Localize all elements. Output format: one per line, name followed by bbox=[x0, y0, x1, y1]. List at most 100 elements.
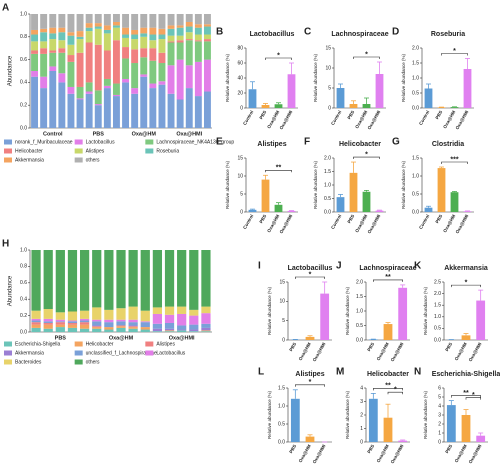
bar-segment bbox=[176, 40, 184, 43]
bar-segment bbox=[203, 14, 211, 25]
bar-segment bbox=[131, 29, 139, 35]
bar-segment bbox=[76, 36, 84, 40]
legend-label: Alistipes bbox=[86, 148, 105, 154]
y-tick-label: 2.0 bbox=[324, 155, 331, 161]
y-tick-label: 2 bbox=[438, 421, 441, 427]
x-tick-label: Control bbox=[418, 214, 430, 230]
bar-segment bbox=[112, 21, 120, 26]
bar-segment bbox=[85, 23, 93, 28]
bar-segment bbox=[94, 23, 102, 27]
sig-label: ** bbox=[385, 274, 391, 281]
bar-segment bbox=[116, 321, 126, 326]
y-tick-label: 1.0 bbox=[412, 173, 419, 179]
y-tick-label: 0.0 bbox=[324, 209, 331, 215]
bar-segment bbox=[176, 14, 184, 26]
panel-label: M bbox=[336, 367, 344, 378]
chart-title: Helicobacter bbox=[367, 371, 409, 378]
bar-segment bbox=[189, 315, 199, 325]
y-tick-label: 1.0 bbox=[324, 182, 331, 188]
bar-segment bbox=[176, 42, 184, 60]
bar-segment bbox=[67, 44, 75, 56]
bar-segment bbox=[49, 33, 57, 40]
bar-segment bbox=[128, 327, 138, 329]
sig-bracket bbox=[295, 384, 325, 387]
x-tick-label: Oxa@HM bbox=[132, 131, 157, 137]
bar bbox=[461, 415, 471, 442]
bar-segment bbox=[176, 35, 184, 41]
bar-segment bbox=[201, 330, 211, 332]
chart-title: Lachnospiraceae bbox=[359, 265, 416, 272]
bar-segment bbox=[92, 325, 102, 327]
sig-label: * bbox=[365, 151, 368, 158]
bar-segment bbox=[112, 14, 120, 22]
legend-label: Helicobacter bbox=[86, 341, 114, 347]
panel-label: I bbox=[258, 261, 261, 272]
bar-segment bbox=[55, 327, 65, 332]
sig-label: * bbox=[453, 48, 456, 55]
bar-segment bbox=[185, 88, 193, 128]
x-tick-label: PBS bbox=[288, 444, 297, 455]
bar-segment bbox=[116, 319, 126, 322]
legend-label: norank_f_Muribaculaceae bbox=[15, 139, 73, 145]
bar-segment bbox=[67, 324, 78, 328]
bar-segment bbox=[194, 61, 202, 97]
y-tick-label: 0 bbox=[360, 439, 363, 445]
bar-segment bbox=[31, 324, 41, 328]
bar-segment bbox=[131, 34, 139, 40]
sig-label: * bbox=[365, 51, 368, 58]
bar bbox=[368, 339, 378, 340]
y-tick-label: 80 bbox=[237, 45, 243, 51]
bar-segment bbox=[76, 86, 84, 99]
bar bbox=[248, 209, 257, 212]
bar-segment bbox=[67, 32, 75, 36]
bar-segment bbox=[164, 331, 175, 332]
y-tick-label: 3 bbox=[360, 399, 363, 405]
x-tick-label: PBS bbox=[258, 110, 267, 121]
legend-label: Akkermansia bbox=[15, 350, 44, 356]
bar-segment bbox=[94, 105, 102, 128]
bar-segment bbox=[158, 14, 166, 29]
y-tick-label: 1.0 bbox=[20, 247, 27, 253]
legend-label: Escherichia-Shigella bbox=[15, 341, 61, 347]
sig-label: ** bbox=[385, 383, 391, 390]
bar-segment bbox=[140, 250, 150, 311]
bar bbox=[383, 417, 393, 442]
bar-segment bbox=[122, 58, 130, 79]
bar-segment bbox=[58, 73, 66, 83]
bar-segment bbox=[55, 312, 65, 320]
panel-label: J bbox=[336, 261, 342, 272]
y-tick-label: 0 bbox=[240, 105, 243, 111]
legend-swatch bbox=[145, 148, 154, 154]
x-tick-label: Control bbox=[330, 214, 342, 230]
x-tick-label: Oxa@HMI bbox=[176, 131, 202, 137]
sig-label: ** bbox=[463, 390, 469, 397]
x-tick-label: PBS bbox=[444, 342, 453, 353]
bar-segment bbox=[176, 25, 184, 28]
x-tick-label: Control bbox=[418, 110, 430, 126]
bar-segment bbox=[116, 326, 126, 328]
sig-label: * bbox=[309, 379, 312, 386]
bar bbox=[476, 300, 486, 340]
legend-swatch bbox=[74, 139, 83, 145]
bar-segment bbox=[104, 329, 114, 332]
bar-segment bbox=[164, 330, 175, 332]
bar-segment bbox=[92, 326, 102, 328]
bar-segment bbox=[76, 52, 84, 87]
bar-segment bbox=[167, 93, 175, 128]
sig-bracket bbox=[387, 391, 403, 395]
bar-segment bbox=[167, 41, 175, 43]
y-tick-label: 1.5 bbox=[324, 169, 331, 175]
bar bbox=[287, 74, 296, 108]
bar-segment bbox=[31, 76, 39, 128]
bar-segment bbox=[67, 35, 75, 45]
bar-segment bbox=[104, 250, 114, 310]
bar-segment bbox=[167, 28, 175, 36]
panel-label: A bbox=[2, 3, 9, 14]
bar-segment bbox=[158, 63, 166, 82]
legend-label: Lactobacillus bbox=[86, 139, 115, 145]
y-tick-label: 2.0 bbox=[434, 291, 441, 297]
legend-label: others bbox=[86, 157, 100, 163]
bar-segment bbox=[131, 93, 139, 128]
legend-label: unclassified_f_Lachnospiraceae bbox=[86, 350, 157, 356]
sig-label: * bbox=[394, 387, 397, 394]
